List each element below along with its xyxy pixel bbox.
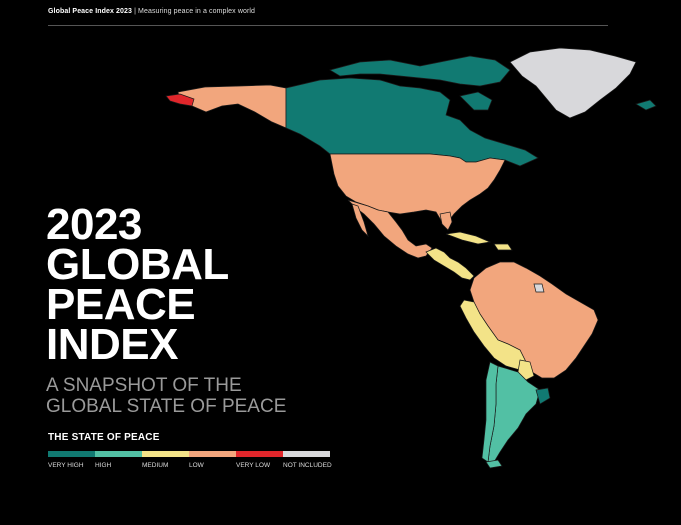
map-region-florida xyxy=(439,211,453,231)
title-line: GLOBAL xyxy=(46,240,229,289)
subtitle-line: GLOBAL STATE OF PEACE xyxy=(46,396,287,417)
map-region-uruguay xyxy=(535,387,551,405)
legend-label-very-high: VERY HIGH xyxy=(48,462,84,469)
map-region-canada-arctic xyxy=(329,55,511,87)
map-region-canada xyxy=(285,77,539,167)
map-region-french-guiana xyxy=(533,283,545,293)
legend-swatch-very-low xyxy=(236,451,283,457)
main-title: 2023 GLOBAL PEACE INDEX xyxy=(46,200,229,369)
legend-swatch-medium xyxy=(142,451,189,457)
map-region-canada-arctic-2 xyxy=(459,91,493,111)
map-region-baja xyxy=(351,203,369,238)
legend-swatch-not-included xyxy=(283,451,330,457)
title-line: PEACE xyxy=(46,280,196,329)
header-separator: | xyxy=(134,8,136,15)
legend-labels: VERY HIGH HIGH MEDIUM LOW VERY LOW NOT I… xyxy=(48,462,348,474)
title-line: INDEX xyxy=(46,320,178,369)
subtitle-line: A SNAPSHOT OF THE xyxy=(46,375,242,396)
header-divider xyxy=(48,25,608,26)
legend-swatch-low xyxy=(189,451,236,457)
header-title: Global Peace Index 2023 xyxy=(48,8,133,15)
legend-title: THE STATE OF PEACE xyxy=(48,432,160,443)
legend-label-not-included: NOT INCLUDED xyxy=(283,462,332,469)
title-line: 2023 xyxy=(46,200,142,249)
map-region-cuba xyxy=(445,231,492,245)
legend-swatch-very-high xyxy=(48,451,95,457)
legend-label-low: LOW xyxy=(189,462,204,469)
map-region-iceland xyxy=(635,99,657,111)
legend-label-high: HIGH xyxy=(95,462,112,469)
legend-swatch-high xyxy=(95,451,142,457)
header-subtitle: Measuring peace in a complex world xyxy=(138,8,256,15)
legend-label-medium: MEDIUM xyxy=(142,462,169,469)
legend-bar xyxy=(48,451,330,457)
map-region-central-america xyxy=(425,247,475,281)
map-region-tierra-del-fuego xyxy=(485,459,503,469)
map-region-paraguay xyxy=(517,359,535,381)
map-region-hispaniola xyxy=(493,243,513,251)
map-region-russia-far-east xyxy=(165,93,195,107)
header: Global Peace Index 2023 | Measuring peac… xyxy=(48,8,255,15)
map-region-greenland xyxy=(509,47,637,119)
map-region-colombia-venezuela-brazil xyxy=(469,261,599,379)
map-region-mexico xyxy=(347,199,433,259)
legend-label-very-low: VERY LOW xyxy=(236,462,271,469)
map-region-alaska xyxy=(177,84,287,129)
subtitle: A SNAPSHOT OF THE GLOBAL STATE OF PEACE xyxy=(46,375,286,417)
